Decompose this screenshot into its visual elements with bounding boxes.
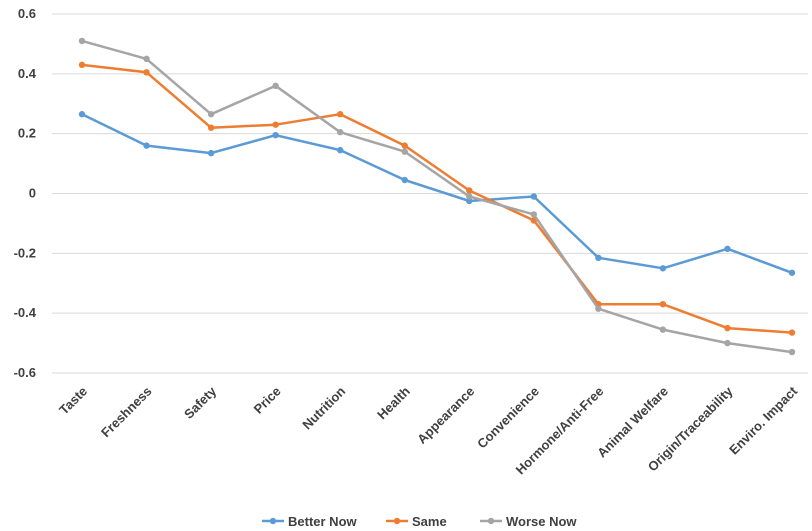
data-point — [724, 324, 731, 332]
data-point — [401, 142, 408, 149]
x-tick-label: Convenience — [474, 384, 542, 452]
data-point — [143, 55, 150, 63]
data-point — [207, 124, 215, 131]
data-point — [207, 111, 215, 118]
x-tick-label: Freshness — [98, 384, 155, 441]
legend-marker — [393, 517, 401, 525]
data-point — [78, 61, 86, 69]
data-point — [788, 348, 796, 356]
x-tick-label: Enviro. Impact — [726, 383, 800, 457]
series-line — [81, 39, 793, 354]
legend-item: Same — [386, 514, 447, 529]
data-point — [466, 197, 473, 205]
data-point — [466, 187, 473, 194]
data-point — [78, 37, 86, 45]
series-worse-now — [78, 37, 796, 356]
data-point — [207, 149, 215, 157]
legend-marker — [487, 517, 495, 525]
y-tick-label: -0.2 — [14, 245, 36, 260]
y-axis-tick-labels: 0.6 0.4 0.2 0 -0.2 -0.4 -0.6 — [14, 6, 37, 380]
data-point — [788, 269, 796, 276]
data-point — [724, 245, 731, 253]
legend: Better Now Same Worse Now — [262, 514, 577, 529]
legend-item: Better Now — [262, 514, 358, 529]
x-tick-label: Nutrition — [299, 383, 348, 432]
data-point — [401, 176, 408, 184]
data-point — [724, 339, 731, 347]
y-tick-label: -0.6 — [14, 365, 36, 380]
data-point — [401, 148, 408, 155]
data-point — [530, 211, 538, 218]
legend-label: Better Now — [288, 514, 358, 529]
x-tick-label: Appearance — [414, 384, 477, 447]
data-point — [530, 193, 538, 200]
gridlines — [52, 13, 808, 374]
data-point — [78, 111, 86, 118]
legend-item: Worse Now — [480, 514, 577, 529]
series-same — [78, 61, 796, 336]
data-point — [336, 128, 344, 136]
legend-marker — [269, 517, 277, 525]
x-tick-label: Price — [251, 384, 284, 417]
x-tick-label: Safety — [181, 383, 220, 422]
data-point — [788, 329, 796, 336]
data-point — [336, 111, 344, 118]
x-tick-label: Taste — [56, 384, 90, 418]
series-better-now — [78, 111, 796, 276]
x-tick-label: Health — [374, 383, 413, 422]
y-tick-label: 0 — [29, 186, 36, 201]
y-tick-label: -0.4 — [14, 305, 37, 320]
series-lines — [78, 37, 796, 356]
data-point — [272, 121, 279, 128]
series-line — [81, 113, 793, 274]
y-tick-label: 0.4 — [18, 66, 37, 81]
data-point — [272, 131, 279, 139]
series-line — [81, 63, 793, 334]
legend-label: Same — [412, 514, 447, 529]
data-point — [466, 193, 473, 200]
data-point — [659, 300, 667, 308]
data-point — [143, 69, 150, 76]
legend-label: Worse Now — [506, 514, 577, 529]
x-axis-tick-labels: Taste Freshness Safety Price Nutrition Health… — [56, 383, 800, 477]
data-point — [272, 82, 279, 90]
data-point — [336, 146, 344, 154]
data-point — [659, 326, 667, 333]
data-point — [595, 254, 602, 262]
data-point — [143, 142, 150, 149]
y-tick-label: 0.2 — [18, 126, 36, 141]
data-point — [659, 265, 667, 272]
y-tick-label: 0.6 — [18, 6, 36, 21]
data-point — [595, 305, 602, 312]
